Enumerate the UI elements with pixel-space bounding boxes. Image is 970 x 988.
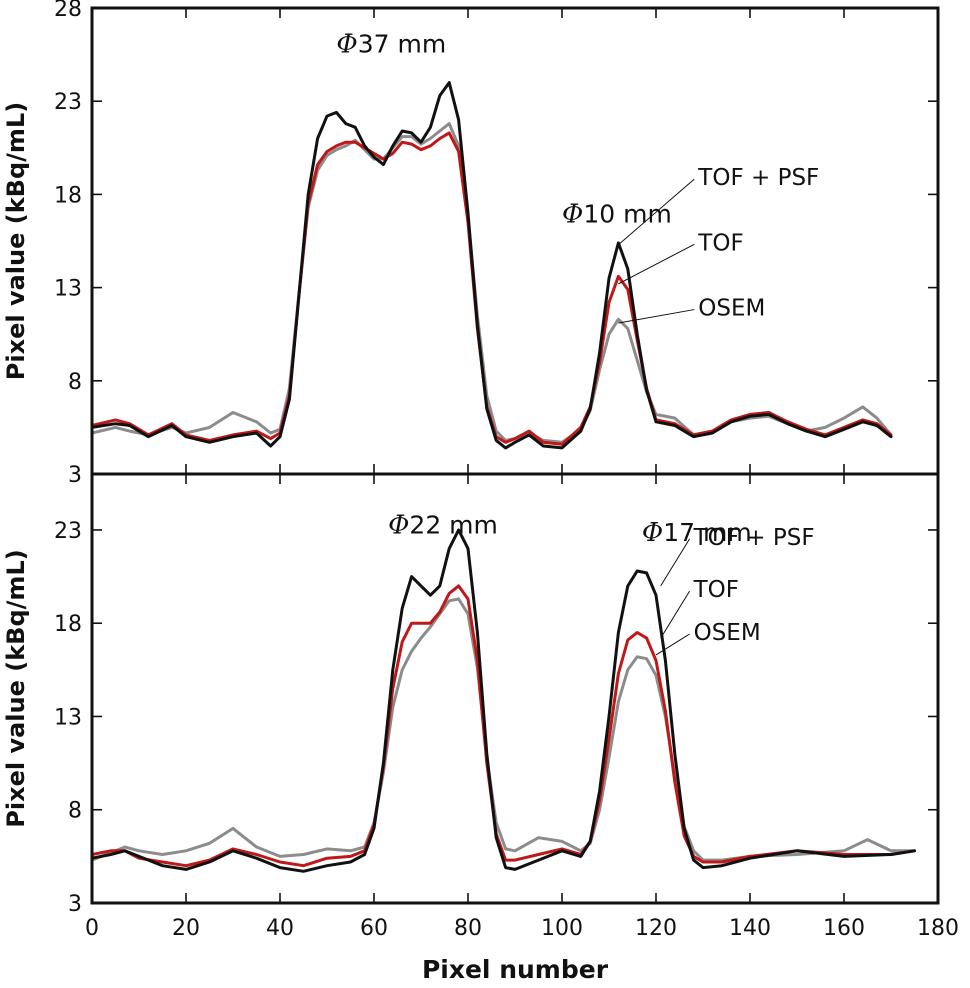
phi-symbol: Φ [336, 30, 357, 60]
annotation-label: Φ17 mm [642, 518, 752, 548]
series-line-tof-psf [90, 528, 916, 873]
x-tick-label: 160 [823, 916, 865, 941]
phi-symbol: Φ [642, 518, 663, 548]
x-tick-label: 120 [635, 916, 677, 941]
y-tick-label: 13 [54, 277, 82, 302]
series-line-tof-psf [90, 81, 893, 450]
legend-leader-line [655, 633, 690, 656]
x-tick-label: 0 [85, 916, 99, 941]
x-tick-label: 40 [266, 916, 294, 941]
x-tick-label: 140 [729, 916, 771, 941]
annotation-text: 22 mm [409, 511, 497, 540]
annotation-text: 17 mm [663, 518, 751, 547]
phi-symbol: Φ [388, 511, 409, 541]
legend-leader-line [660, 590, 691, 639]
y-tick-label: 3 [68, 892, 82, 917]
y-axis-label: Pixel value (kBq/mL) [2, 549, 30, 827]
legend-leader-line [618, 178, 695, 246]
legend-label: TOF + PSF [693, 525, 815, 551]
y-tick-label: 8 [68, 370, 82, 395]
series-line-osem [90, 597, 916, 862]
panel-frame [90, 472, 940, 905]
legend-leader-line [618, 243, 695, 285]
legend-label: TOF + PSF [697, 165, 819, 191]
x-tick-label: 100 [541, 916, 583, 941]
y-tick-label: 28 [54, 0, 82, 22]
legend-leader-line [618, 309, 695, 324]
y-axis-label: Pixel value (kBq/mL) [2, 102, 30, 380]
y-tick-label: 3 [68, 463, 82, 488]
y-tick-label: 23 [54, 90, 82, 115]
legend-label: TOF [693, 577, 739, 603]
series-line-tof [90, 584, 916, 868]
legend-leader-line [660, 538, 691, 587]
y-tick-label: 18 [54, 612, 82, 637]
x-axis-label: Pixel number [422, 955, 609, 984]
x-tick-label: 60 [360, 916, 388, 941]
annotation-label: Φ10 mm [562, 199, 672, 229]
legend-label: OSEM [698, 296, 765, 322]
phi-symbol: Φ [562, 199, 583, 229]
x-tick-label: 20 [172, 916, 200, 941]
legend-label: TOF [697, 230, 743, 256]
annotation-text: 37 mm [358, 30, 446, 59]
y-tick-label: 18 [54, 183, 82, 208]
x-tick-label: 80 [454, 916, 482, 941]
x-tick-label: 180 [917, 916, 959, 941]
y-tick-label: 8 [68, 799, 82, 824]
annotation-label: Φ22 mm [388, 511, 498, 541]
y-tick-label: 23 [54, 519, 82, 544]
annotation-text: 10 mm [583, 199, 671, 228]
annotation-label: Φ37 mm [336, 30, 446, 60]
y-tick-label: 13 [54, 705, 82, 730]
legend-label: OSEM [694, 620, 761, 646]
panel-frame [90, 6, 940, 476]
